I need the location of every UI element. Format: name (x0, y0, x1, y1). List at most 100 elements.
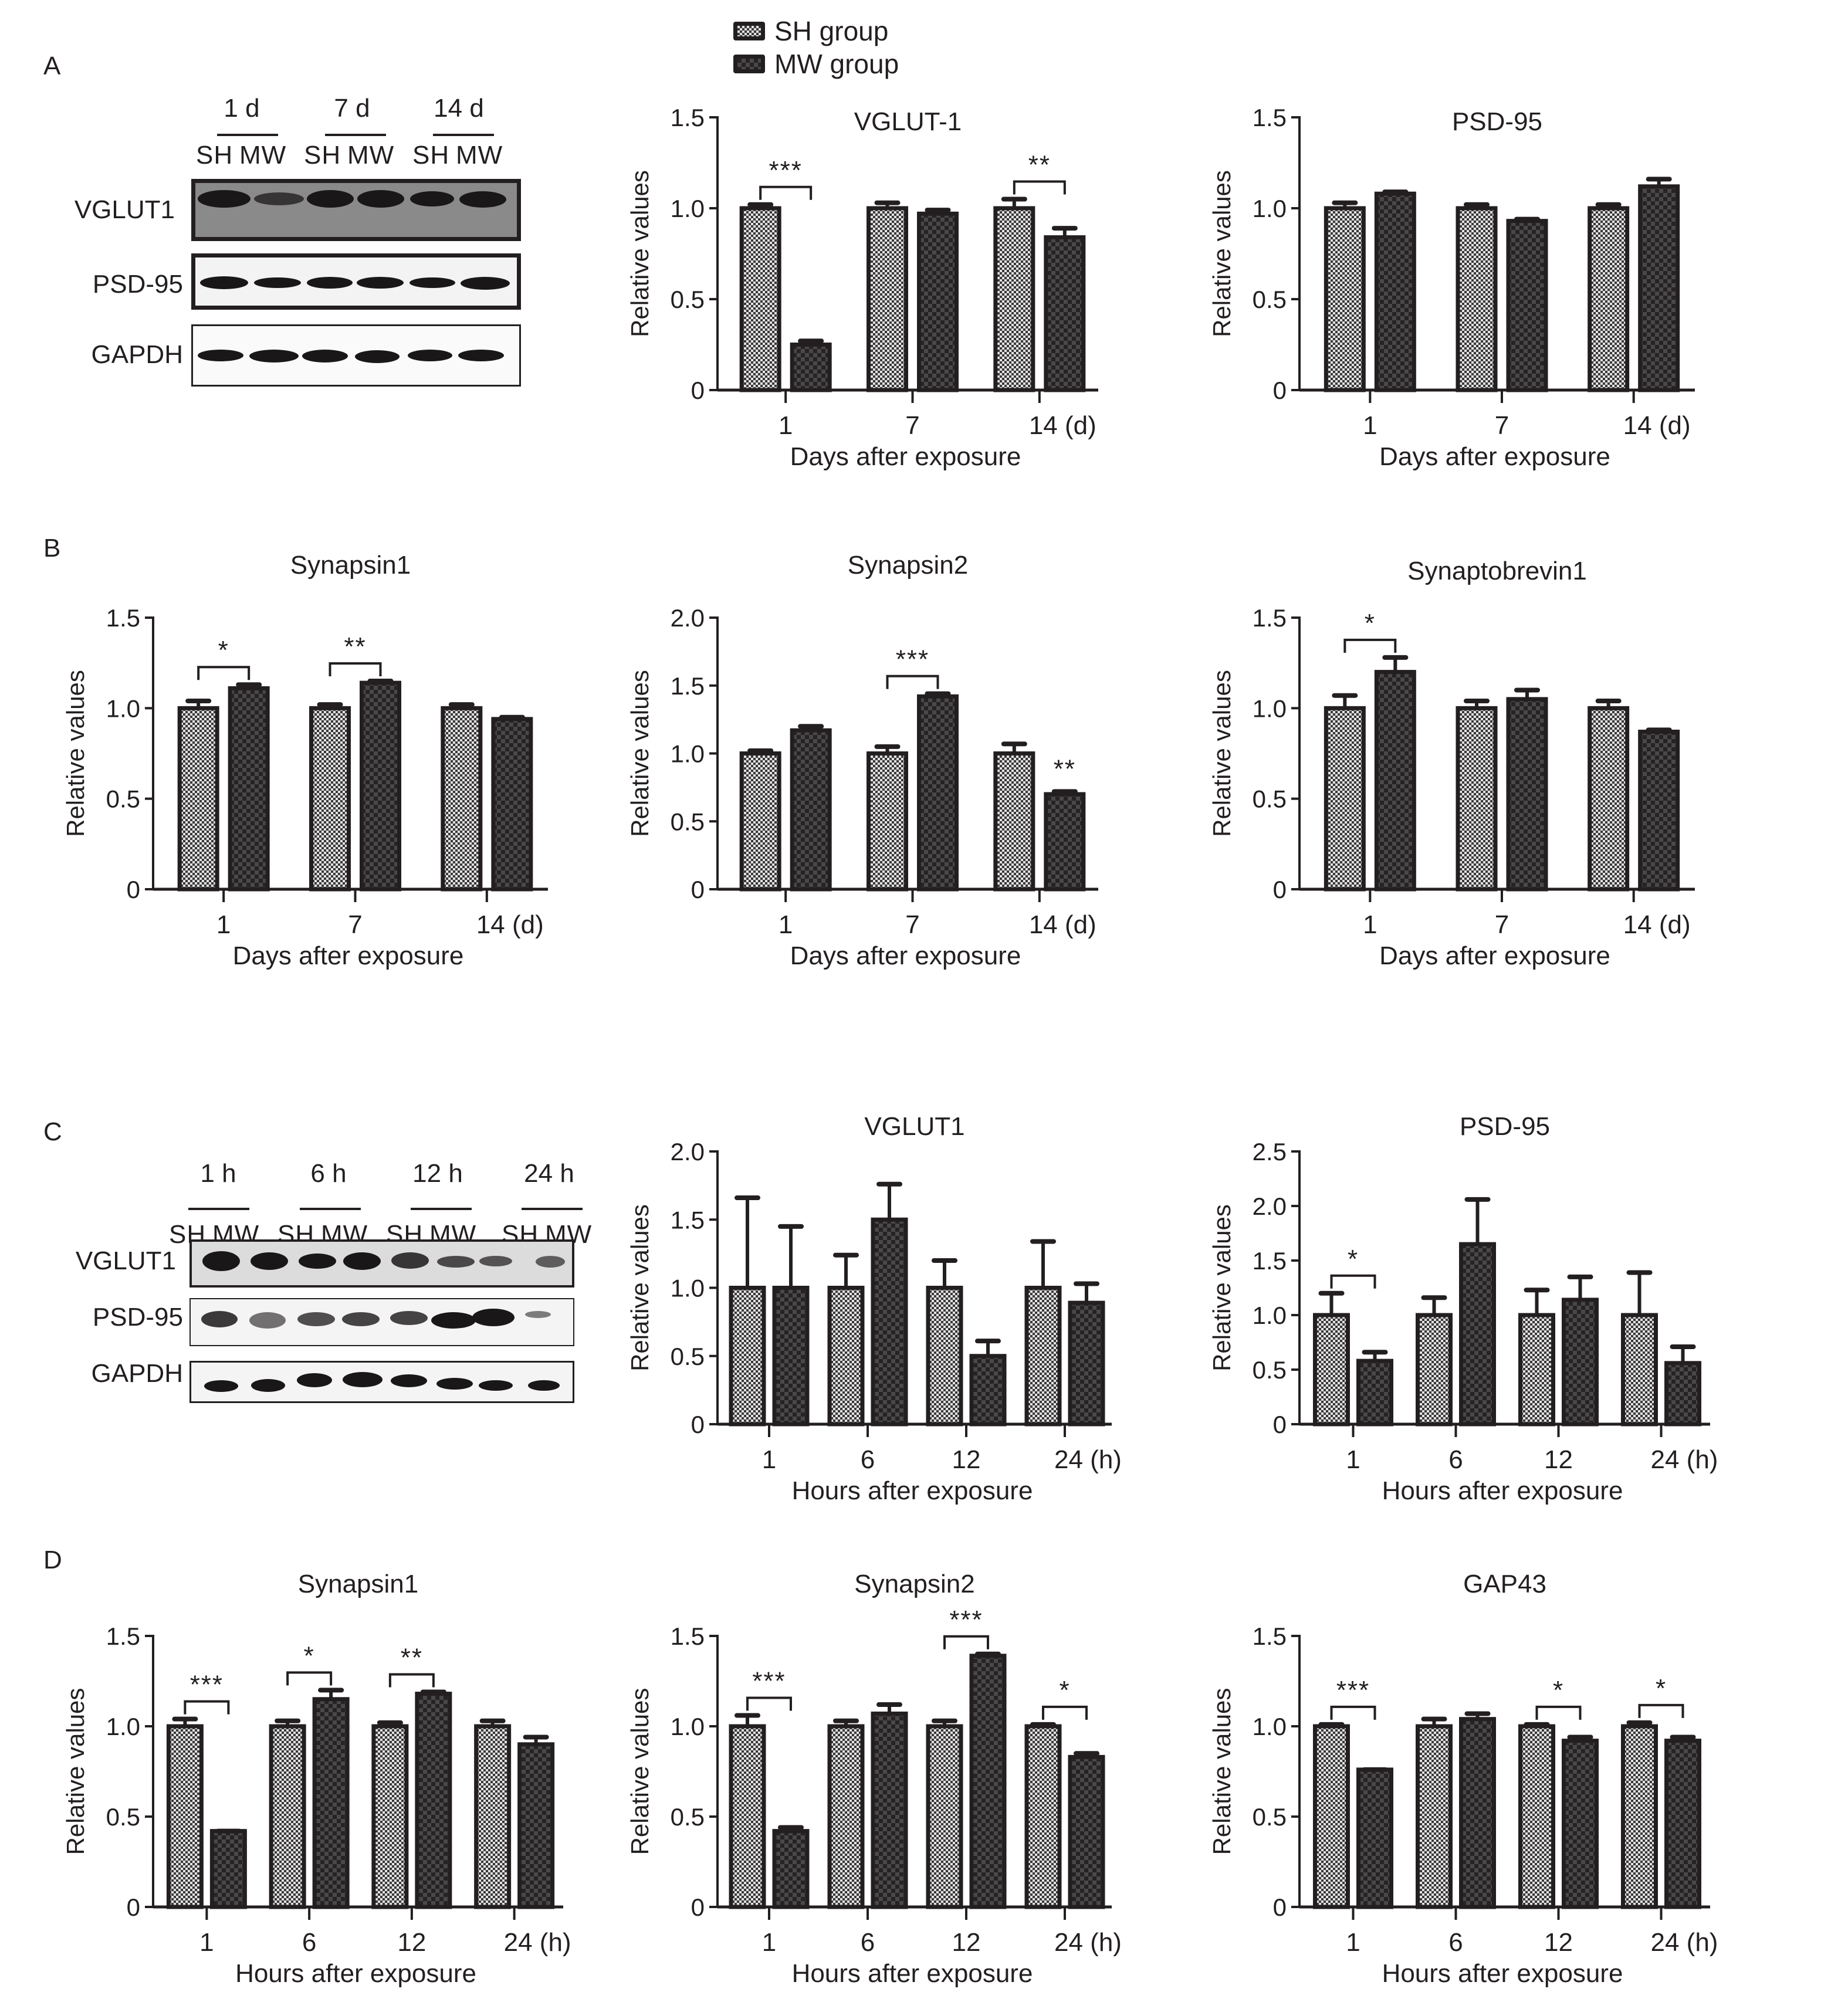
chart-title: Synaptobrevin1 (1407, 557, 1587, 585)
bar-sh (867, 751, 908, 892)
bar-sh (1588, 206, 1630, 392)
x-tick-label: 24 (h) (1651, 1928, 1718, 1957)
y-tick-label: 0.5 (1253, 286, 1287, 313)
significance-label: * (1365, 609, 1376, 638)
blot-c-time-4: 24 h (524, 1159, 574, 1188)
bar-sh (1024, 1724, 1062, 1909)
significance-bracket (1535, 1705, 1582, 1720)
panel-label-c: C (43, 1117, 62, 1146)
x-tick-label: 14 (d) (1623, 411, 1691, 440)
x-axis-label: Hours after exposure (792, 1476, 1033, 1505)
bar-sh (993, 206, 1035, 392)
x-tick-label: 14 (d) (1623, 910, 1691, 939)
x-tick-label: 24 (h) (1054, 1928, 1122, 1957)
significance-label: *** (949, 1605, 983, 1634)
chart-title: Synapsin1 (290, 551, 411, 580)
panel-label-d: D (43, 1546, 62, 1574)
x-tick-label: 6 (1448, 1445, 1463, 1474)
bar-mw (790, 728, 832, 892)
significance-bracket (286, 1671, 333, 1686)
bar-mw (415, 1692, 452, 1909)
blot-a-lane-label: MW (347, 141, 395, 170)
x-tick-label: 1 (762, 1928, 776, 1957)
chart-title: PSD-95 (1460, 1112, 1550, 1141)
y-axis-label: Relative values (626, 670, 654, 837)
y-tick-label: 2.0 (671, 604, 705, 632)
y-tick-label: 1.5 (1253, 104, 1287, 131)
bar-mw (969, 1654, 1007, 1909)
x-tick-label: 1 (779, 411, 793, 440)
y-tick-label: 1.0 (671, 1713, 705, 1740)
significance-bracket (197, 666, 251, 680)
significance-label: * (1553, 1676, 1564, 1705)
legend: SH group MW group (733, 15, 899, 80)
significance-label: * (304, 1641, 315, 1670)
bar-sh (827, 1286, 865, 1427)
x-tick-label: 12 (1544, 1445, 1573, 1474)
bar-sh (1024, 1286, 1062, 1427)
bar-mw (1459, 1717, 1496, 1909)
chart-d-synapsin2: Synapsin2 0 0.5 1.0 1.5 Relative values 1 6 12 24… (626, 1570, 1122, 1988)
blot-a-time-line (325, 134, 386, 136)
bar-sh (1518, 1724, 1555, 1909)
blot-c-time-2: 6 h (310, 1159, 347, 1188)
bar-mw (1506, 697, 1548, 892)
bar-mw (491, 717, 533, 892)
bar-sh (1518, 1313, 1555, 1427)
bar-sh (993, 751, 1035, 892)
bar-sh (269, 1724, 306, 1909)
significance-bracket (759, 185, 813, 200)
y-tick-label: 0 (127, 1893, 140, 1921)
bar-mw (1044, 235, 1086, 392)
bar-sh (1621, 1724, 1658, 1909)
bar-sh (739, 206, 781, 392)
blot-a-lane-label: SH (196, 141, 233, 170)
legend-label-mw: MW group (774, 49, 899, 79)
bar-sh (177, 706, 219, 892)
blot-c-time-line (522, 1208, 583, 1210)
significance-label: *** (190, 1671, 224, 1699)
blot-a-membrane-vglut1 (191, 179, 521, 241)
chart-d-gap43: GAP43 0 0.5 1.0 1.5 Relative values 1 6 12 24 (h)… (1208, 1570, 1718, 1988)
y-tick-label: 0 (127, 876, 140, 903)
y-tick-label: 0 (1273, 1411, 1287, 1438)
blot-a-time-line (217, 134, 278, 136)
bar-sh (926, 1286, 963, 1427)
panel-label-a: A (43, 52, 61, 80)
y-tick-label: 0 (691, 876, 705, 903)
bar-mw (1459, 1242, 1496, 1427)
y-tick-label: 1.5 (1253, 604, 1287, 632)
x-tick-label: 1 (1363, 411, 1377, 440)
blot-c-time-line (188, 1208, 249, 1210)
sh-pattern-swatch-icon (733, 22, 765, 40)
bar-mw (1068, 1300, 1105, 1427)
y-tick-label: 0.5 (1253, 785, 1287, 813)
bar-sh (729, 1724, 766, 1909)
blot-c-time-1: 1 h (200, 1159, 236, 1188)
blot-a-protein-vglut1: VGLUT1 (74, 195, 175, 224)
significance-bracket (1042, 1705, 1088, 1720)
x-tick-label: 7 (905, 910, 919, 939)
blot-a-lane-label: MW (456, 141, 503, 170)
y-tick-label: 1.5 (671, 1206, 705, 1234)
chart-b-synapsin1: Synapsin1 0 0.5 1.0 1.5 Relative values 1 7 14 (… (62, 551, 548, 970)
x-tick-label: 12 (952, 1445, 981, 1474)
y-tick-label: 0.5 (106, 785, 140, 813)
y-axis-label: Relative values (1208, 1204, 1236, 1371)
y-tick-label: 1.5 (106, 1622, 140, 1650)
y-tick-label: 1.0 (1253, 1302, 1287, 1329)
bar-mw (360, 680, 401, 892)
y-tick-label: 0.5 (671, 808, 705, 835)
y-tick-label: 1.0 (671, 195, 705, 222)
significance-bracket (746, 1696, 792, 1711)
y-tick-label: 0 (691, 1893, 705, 1921)
bar-mw (1044, 792, 1086, 892)
bar-sh (474, 1724, 512, 1909)
x-tick-label: 1 (762, 1445, 776, 1474)
chart-title: GAP43 (1463, 1570, 1546, 1598)
y-tick-label: 1.5 (671, 672, 705, 700)
x-tick-label: 1 (1363, 910, 1377, 939)
bar-sh (827, 1724, 865, 1909)
x-tick-label: 12 (952, 1928, 981, 1957)
bar-sh (1313, 1724, 1350, 1909)
